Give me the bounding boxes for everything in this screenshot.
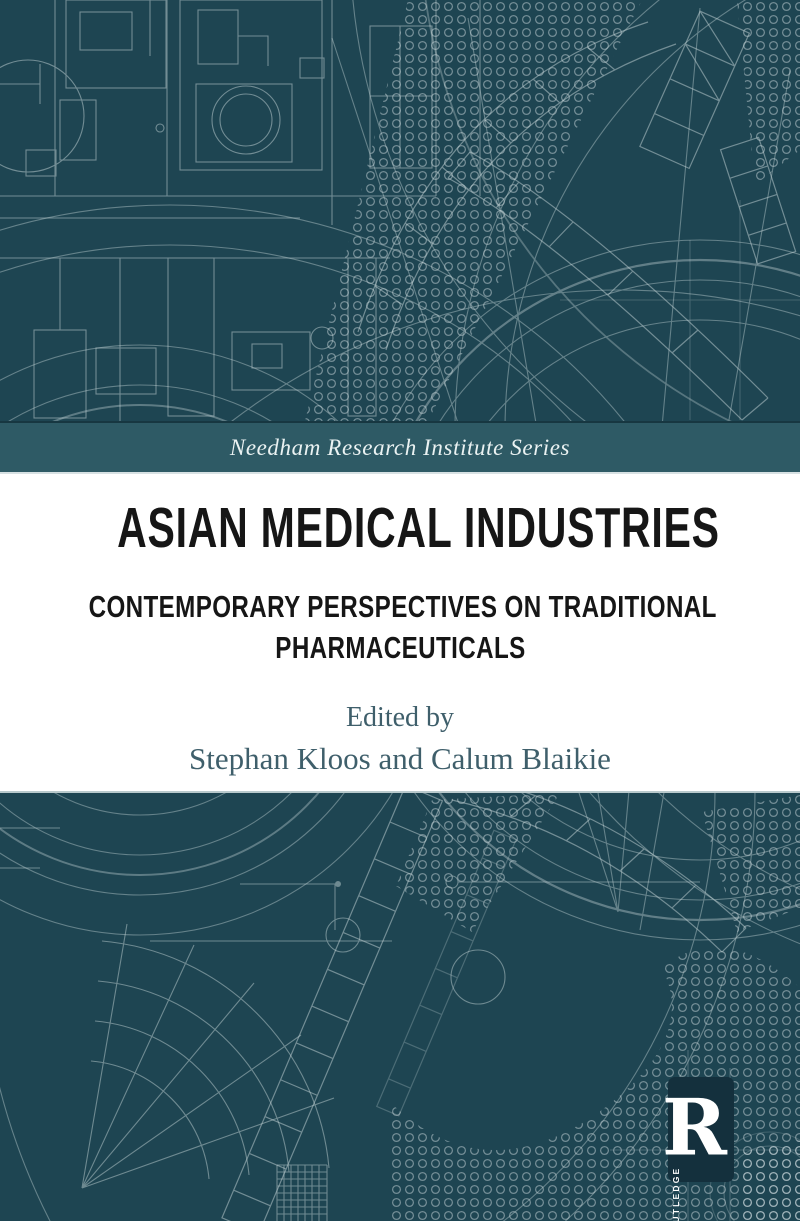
- series-title: Needham Research Institute Series: [229, 434, 571, 460]
- book-subtitle: CONTEMPORARY PERSPECTIVES ON TRADITIONAL…: [0, 586, 800, 668]
- subtitle-line-2: PHARMACEUTICALS: [274, 630, 526, 665]
- book-title-text: ASIAN MEDICAL INDUSTRIES: [117, 496, 720, 560]
- floorplan-art: [0, 0, 800, 423]
- title-panel: ASIAN MEDICAL INDUSTRIES CONTEMPORARY PE…: [0, 472, 800, 793]
- editors-names: Stephan Kloos and Calum Blaikie: [189, 741, 611, 776]
- edited-by-label: Edited by: [345, 702, 455, 733]
- publisher-initial: R: [662, 1081, 727, 1173]
- book-title: ASIAN MEDICAL INDUSTRIES: [0, 474, 800, 560]
- subtitle-line-1: CONTEMPORARY PERSPECTIVES ON TRADITIONAL: [88, 589, 717, 624]
- publisher-name-vertical: ROUTLEDGE: [671, 1166, 681, 1221]
- ladder-truss-art: [221, 10, 797, 1221]
- routledge-logo: ROUTLEDGE R: [662, 1077, 734, 1221]
- fan-and-detail-art: [0, 827, 800, 1221]
- series-band: Needham Research Institute Series: [0, 421, 800, 472]
